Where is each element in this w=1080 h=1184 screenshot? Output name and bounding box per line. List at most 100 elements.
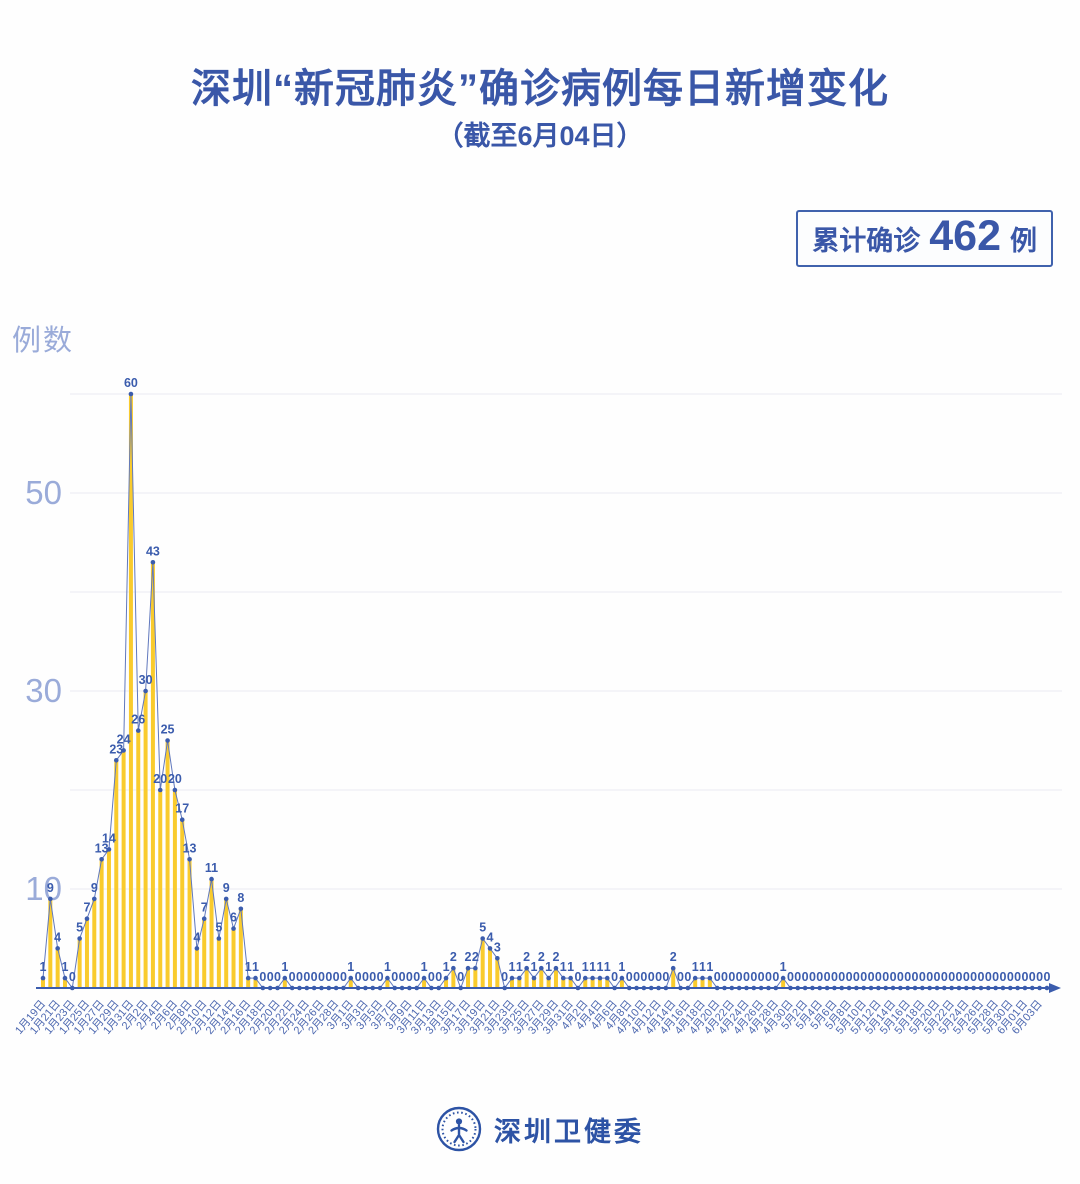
bar [99, 859, 104, 988]
value-label: 9 [91, 881, 98, 895]
bar [605, 978, 610, 988]
data-point-dot [707, 975, 713, 981]
data-point-dot [788, 985, 793, 991]
data-point-dot [121, 748, 126, 753]
data-point-dot [172, 787, 178, 793]
data-point-dot [663, 985, 669, 991]
value-label: 0 [377, 970, 384, 984]
value-label: 43 [146, 544, 160, 558]
data-point-dot [1022, 985, 1028, 991]
data-point-dot [260, 985, 266, 991]
data-point-dot [656, 985, 661, 991]
data-point-dot [700, 975, 705, 981]
data-point-dot [414, 985, 420, 991]
value-label: 8 [237, 891, 244, 905]
value-label: 0 [860, 970, 867, 984]
bar [194, 948, 199, 988]
value-label: 0 [772, 970, 779, 984]
value-label: 1 [62, 960, 69, 974]
data-point-dot [341, 985, 346, 991]
value-label: 2 [450, 950, 457, 964]
value-label: 0 [1014, 970, 1021, 984]
data-point-dot [48, 896, 53, 902]
value-label: 1 [618, 960, 625, 974]
bar [106, 849, 111, 988]
bar [48, 898, 53, 988]
bar [143, 691, 148, 988]
data-point-dot [839, 985, 845, 991]
x-axis-arrow-icon [1049, 983, 1061, 993]
data-point-dot [729, 985, 735, 991]
value-label: 0 [736, 970, 743, 984]
badge-total-value: 462 [929, 212, 1001, 260]
value-label: 1 [780, 960, 787, 974]
bar [55, 948, 60, 988]
value-label: 13 [183, 841, 197, 855]
data-point-dot [678, 985, 683, 991]
value-label: 0 [882, 970, 889, 984]
value-label: 0 [648, 970, 655, 984]
data-point-dot [773, 985, 779, 991]
data-point-dot [385, 975, 390, 981]
value-label: 0 [846, 970, 853, 984]
value-label: 0 [413, 970, 420, 984]
data-point-dot [502, 985, 507, 991]
value-label: 1 [252, 960, 259, 974]
data-point-dot [245, 975, 251, 981]
data-point-dot [40, 975, 46, 981]
data-point-dot [568, 975, 573, 981]
value-label: 1 [589, 960, 596, 974]
data-point-dot [744, 985, 749, 991]
value-label: 0 [956, 970, 963, 984]
value-label: 0 [369, 970, 376, 984]
bar [62, 978, 67, 988]
value-label: 0 [824, 970, 831, 984]
value-label: 23 [109, 742, 123, 756]
data-point-dot [113, 758, 119, 763]
value-label: 0 [1021, 970, 1028, 984]
value-label: 1 [699, 960, 706, 974]
value-label: 1 [384, 960, 391, 974]
data-point-dot [517, 975, 522, 981]
data-point-dot [99, 857, 104, 862]
data-point-dot [685, 985, 691, 991]
value-label: 0 [992, 970, 999, 984]
value-label: 0 [912, 970, 919, 984]
chart-title: 深圳“新冠肺炎”确诊病例每日新增变化 [191, 67, 889, 111]
bar [517, 978, 522, 988]
data-point-dot [560, 975, 566, 981]
bar [202, 918, 207, 988]
data-point-dot [604, 975, 610, 981]
value-label: 0 [626, 970, 633, 984]
badge-prefix-label: 累计确诊 [812, 226, 921, 256]
bar [180, 819, 185, 988]
data-point-dot [91, 896, 97, 902]
value-label: 2 [465, 950, 472, 964]
data-point-dot [187, 857, 192, 862]
data-point-dot [817, 985, 823, 991]
data-point-dot [458, 985, 463, 991]
data-point-dot [524, 965, 529, 971]
value-label: 0 [750, 970, 757, 984]
bar [253, 978, 258, 988]
value-label: 1 [604, 960, 611, 974]
value-label: 0 [501, 970, 508, 984]
value-label: 0 [406, 970, 413, 984]
data-point-dot [238, 906, 244, 912]
value-label: 0 [890, 970, 897, 984]
data-point-dot [487, 946, 493, 951]
shenzhen-health-commission-logo-icon [436, 1106, 482, 1152]
data-point-dot [1015, 985, 1020, 991]
value-label: 0 [868, 970, 875, 984]
footer-brand: 深圳卫健委 [0, 1106, 1080, 1152]
value-label: 5 [215, 921, 222, 935]
value-label: 0 [934, 970, 941, 984]
data-point-dot [267, 985, 273, 991]
data-point-dot [692, 975, 698, 981]
data-point-dot [143, 688, 148, 694]
value-label: 0 [684, 970, 691, 984]
value-label: 1 [40, 960, 47, 974]
data-point-dot [106, 847, 112, 852]
bar [781, 978, 786, 988]
